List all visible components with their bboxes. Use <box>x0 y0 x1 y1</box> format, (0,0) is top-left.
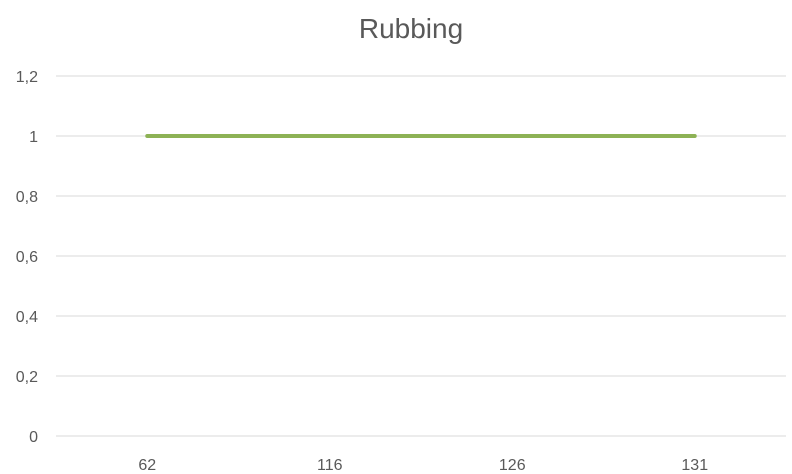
x-tick-label: 131 <box>681 457 708 474</box>
chart-title: Rubbing <box>359 13 463 44</box>
x-tick-label: 116 <box>317 457 343 474</box>
x-tick-label: 126 <box>499 457 526 474</box>
y-axis-ticks: 0 0,2 0,4 0,6 0,8 1 1,2 <box>16 69 38 446</box>
y-tick-label: 0,4 <box>16 309 38 326</box>
gridlines <box>56 75 786 437</box>
x-axis-ticks: 62 116 126 131 <box>138 457 708 474</box>
x-tick-label: 62 <box>138 457 156 474</box>
y-tick-label: 0,8 <box>16 189 38 206</box>
y-tick-label: 0 <box>29 429 38 446</box>
y-tick-label: 0,2 <box>16 369 38 386</box>
y-tick-label: 1 <box>29 129 38 146</box>
y-tick-label: 0,6 <box>16 249 38 266</box>
y-tick-label: 1,2 <box>16 69 38 86</box>
